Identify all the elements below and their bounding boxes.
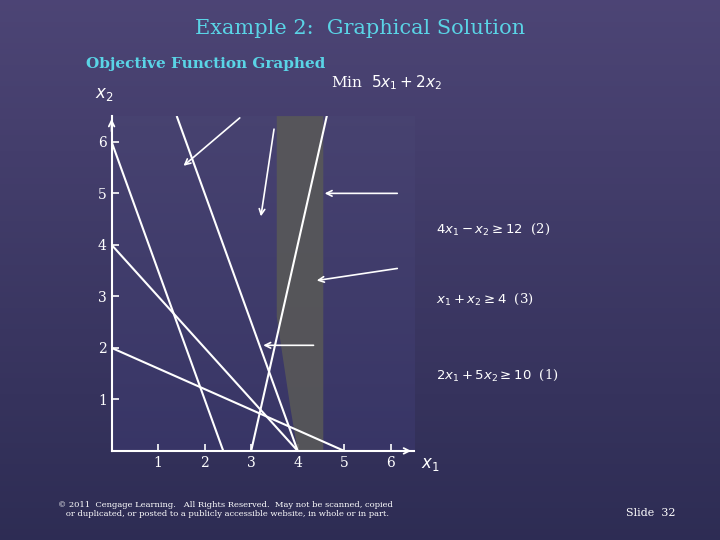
Text: Objective Function Graphed: Objective Function Graphed [86, 57, 325, 71]
Text: $4x_1 - x_2 \geq 12$  (2): $4x_1 - x_2 \geq 12$ (2) [436, 222, 550, 237]
Text: $x_1$: $x_1$ [421, 455, 440, 473]
Text: $2x_1 + 5x_2 \geq 10$  (1): $2x_1 + 5x_2 \geq 10$ (1) [436, 368, 558, 383]
Text: $x_2$: $x_2$ [95, 85, 114, 103]
Text: © 2011  Cengage Learning.   All Rights Reserved.  May not be scanned, copied
   : © 2011 Cengage Learning. All Rights Rese… [58, 501, 392, 518]
Polygon shape [276, 116, 323, 451]
Text: Slide  32: Slide 32 [626, 508, 676, 518]
Text: $x_1 + x_2 \geq 4$  (3): $x_1 + x_2 \geq 4$ (3) [436, 292, 534, 307]
Text: Min  $5x_1 + 2x_2$: Min $5x_1 + 2x_2$ [331, 73, 442, 92]
Text: Example 2:  Graphical Solution: Example 2: Graphical Solution [195, 19, 525, 38]
